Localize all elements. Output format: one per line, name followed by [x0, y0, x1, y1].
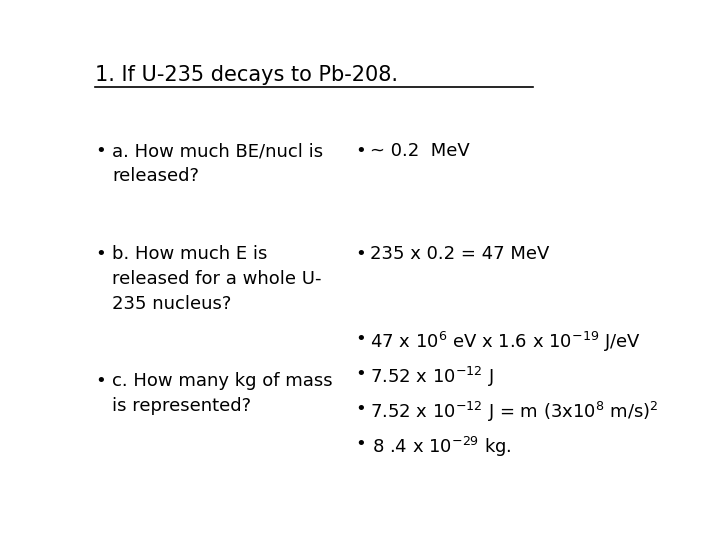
Text: •: •	[355, 365, 366, 383]
Text: •: •	[355, 435, 366, 453]
Text: 8 .4 x 10$^{-29}$ kg.: 8 .4 x 10$^{-29}$ kg.	[372, 435, 512, 459]
Text: 7.52 x 10$^{-12}$ J = m (3x10$^{8}$ m/s)$^{2}$: 7.52 x 10$^{-12}$ J = m (3x10$^{8}$ m/s)…	[370, 400, 659, 424]
Text: 47 x 10$^{6}$ eV x 1.6 x 10$^{-19}$ J/eV: 47 x 10$^{6}$ eV x 1.6 x 10$^{-19}$ J/eV	[370, 330, 641, 354]
Text: ~ 0.2  MeV: ~ 0.2 MeV	[370, 142, 469, 160]
Text: b. How much E is
released for a whole U-
235 nucleus?: b. How much E is released for a whole U-…	[112, 245, 322, 313]
Text: •: •	[355, 400, 366, 418]
Text: •: •	[355, 142, 366, 160]
Text: a. How much BE/nucl is
released?: a. How much BE/nucl is released?	[112, 142, 323, 185]
Text: •: •	[355, 330, 366, 348]
Text: •: •	[355, 245, 366, 263]
Text: c. How many kg of mass
is represented?: c. How many kg of mass is represented?	[112, 372, 333, 415]
Text: 235 x 0.2 = 47 MeV: 235 x 0.2 = 47 MeV	[370, 245, 549, 263]
Text: •: •	[95, 245, 106, 263]
Text: •: •	[95, 372, 106, 390]
Text: •: •	[95, 142, 106, 160]
Text: 1. If U-235 decays to Pb-208.: 1. If U-235 decays to Pb-208.	[95, 65, 398, 85]
Text: 7.52 x 10$^{-12}$ J: 7.52 x 10$^{-12}$ J	[370, 365, 493, 389]
